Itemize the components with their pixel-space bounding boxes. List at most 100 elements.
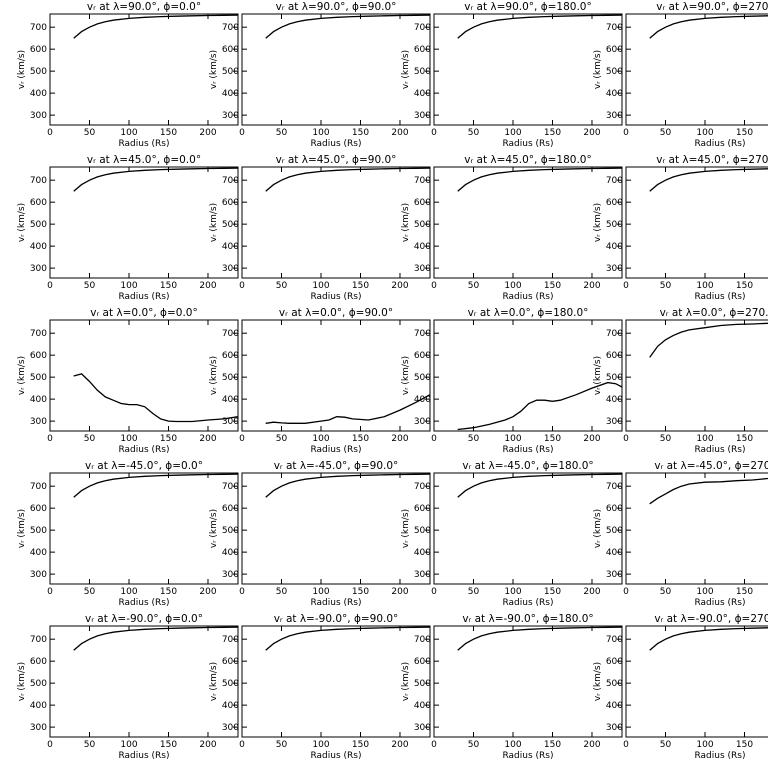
x-axis-label: Radius (Rs)	[694, 751, 745, 761]
y-tick-label: 500	[414, 220, 431, 230]
x-axis-label: Radius (Rs)	[694, 445, 745, 455]
y-tick-label: 600	[414, 45, 431, 55]
y-tick-label: 700	[414, 23, 431, 33]
x-tick-label: 100	[696, 281, 713, 291]
y-tick-label: 300	[606, 111, 623, 121]
y-tick-label: 300	[30, 264, 47, 274]
x-tick-label: 0	[431, 281, 437, 291]
y-tick-label: 500	[606, 679, 623, 689]
y-axis-label: vᵣ (km/s)	[401, 662, 411, 701]
x-tick-label: 200	[583, 128, 600, 138]
y-tick-label: 300	[30, 723, 47, 733]
plot-frame	[433, 166, 623, 279]
plot-frame	[433, 625, 623, 738]
y-tick-label: 300	[606, 264, 623, 274]
panel: vᵣ at λ=45.0°, ϕ=0.0° 0 50 100 150 200 300 400 5…	[17, 154, 239, 302]
y-axis-label: vᵣ (km/s)	[401, 509, 411, 548]
y-axis-label: vᵣ (km/s)	[17, 662, 27, 701]
panel: vᵣ at λ=45.0°, ϕ=180.0° 0 50 100 150 200 300 40…	[401, 154, 623, 302]
panel-title: vᵣ at λ=-90.0°, ϕ=270.0°	[654, 613, 768, 625]
x-tick-label: 50	[660, 281, 672, 291]
y-tick-label: 500	[222, 220, 239, 230]
data-line	[265, 167, 431, 192]
x-axis-label: Radius (Rs)	[118, 445, 169, 455]
plot-frame	[49, 166, 239, 279]
x-tick-label: 0	[47, 128, 53, 138]
panel: vᵣ at λ=-90.0°, ϕ=270.0°0501001502003004…	[593, 613, 768, 761]
plot-frame	[625, 166, 768, 279]
panel: vᵣ at λ=-45.0°, ϕ=90.0° 0 50 100 150 200 300 40…	[209, 460, 431, 608]
plot-frame	[49, 625, 239, 738]
x-tick-label: 200	[583, 434, 600, 444]
y-tick-label: 700	[30, 176, 47, 186]
panel-title: vᵣ at λ=90.0°, ϕ=180.0°	[464, 1, 592, 13]
y-tick-label: 400	[414, 242, 431, 252]
y-tick-label: 300	[222, 570, 239, 580]
x-tick-label: 50	[660, 587, 672, 597]
x-tick-label: 100	[312, 128, 329, 138]
panel-title: vᵣ at λ=0.0°, ϕ=180.0°	[468, 307, 589, 319]
y-tick-label: 300	[222, 723, 239, 733]
y-tick-label: 700	[222, 176, 239, 186]
y-tick-label: 600	[30, 45, 47, 55]
x-axis-label: Radius (Rs)	[694, 292, 745, 302]
plot-frame	[241, 319, 431, 432]
panel: vᵣ at λ=90.0°, ϕ=90.0° 0 50 100 150 200 300 400…	[209, 1, 431, 149]
x-tick-label: 200	[583, 281, 600, 291]
panel: vᵣ at λ=0.0°, ϕ=270.0°050100150200300400…	[593, 307, 768, 455]
y-tick-label: 400	[606, 701, 623, 711]
x-tick-label: 200	[199, 128, 216, 138]
y-tick-label: 400	[222, 548, 239, 558]
y-tick-label: 600	[30, 504, 47, 514]
x-tick-label: 200	[583, 740, 600, 750]
y-axis-label: vᵣ (km/s)	[593, 50, 603, 89]
x-tick-label: 0	[239, 281, 245, 291]
y-tick-label: 300	[30, 111, 47, 121]
y-tick-label: 400	[222, 89, 239, 99]
y-tick-label: 400	[606, 89, 623, 99]
y-tick-label: 600	[606, 351, 623, 361]
data-line	[649, 15, 768, 39]
y-axis-label: vᵣ (km/s)	[593, 203, 603, 242]
x-tick-label: 50	[276, 587, 288, 597]
y-tick-label: 400	[414, 548, 431, 558]
y-tick-label: 400	[414, 89, 431, 99]
x-tick-label: 100	[312, 587, 329, 597]
panel-title: vᵣ at λ=0.0°, ϕ=270.0°	[660, 307, 768, 319]
x-tick-label: 150	[352, 740, 369, 750]
x-axis-label: Radius (Rs)	[118, 292, 169, 302]
x-tick-label: 50	[468, 434, 480, 444]
y-tick-label: 500	[30, 679, 47, 689]
x-axis-label: Radius (Rs)	[310, 139, 361, 149]
y-axis-label: vᵣ (km/s)	[209, 356, 219, 395]
data-line	[649, 168, 768, 192]
panel-title: vᵣ at λ=0.0°, ϕ=0.0°	[90, 307, 197, 319]
data-line	[73, 167, 239, 192]
x-tick-label: 0	[239, 740, 245, 750]
y-tick-label: 600	[222, 351, 239, 361]
y-tick-label: 400	[414, 701, 431, 711]
x-tick-label: 150	[736, 740, 753, 750]
y-tick-label: 400	[30, 89, 47, 99]
data-line	[265, 473, 431, 498]
x-tick-label: 200	[199, 434, 216, 444]
x-tick-label: 50	[660, 128, 672, 138]
x-tick-label: 100	[312, 740, 329, 750]
y-tick-label: 700	[30, 23, 47, 33]
panel: vᵣ at λ=45.0°, ϕ=270.0°05010015020030040…	[593, 154, 768, 302]
x-tick-label: 0	[47, 281, 53, 291]
x-tick-label: 150	[544, 740, 561, 750]
y-axis-label: vᵣ (km/s)	[401, 356, 411, 395]
x-tick-label: 200	[391, 740, 408, 750]
y-tick-label: 300	[30, 570, 47, 580]
x-axis-label: Radius (Rs)	[502, 139, 553, 149]
y-axis-label: vᵣ (km/s)	[209, 50, 219, 89]
x-axis-label: Radius (Rs)	[118, 598, 169, 608]
x-tick-label: 200	[391, 128, 408, 138]
y-tick-label: 400	[30, 242, 47, 252]
x-tick-label: 150	[352, 587, 369, 597]
panel: vᵣ at λ=-45.0°, ϕ=0.0° 0 50 100 150 200 300 400…	[17, 460, 239, 608]
x-axis-label: Radius (Rs)	[310, 598, 361, 608]
y-tick-label: 400	[414, 395, 431, 405]
x-tick-label: 50	[660, 740, 672, 750]
